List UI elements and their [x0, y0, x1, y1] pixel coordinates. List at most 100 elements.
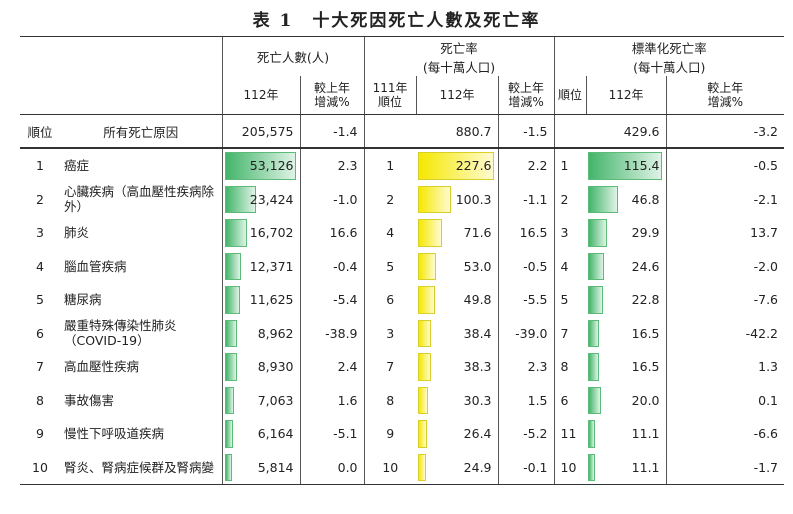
std-change: -2.0	[665, 249, 785, 283]
deaths-cell-value: 8,930	[257, 359, 294, 375]
header-std-change: 較上年 增減%	[665, 76, 785, 115]
std-change: -6.6	[665, 417, 785, 451]
std-rate-bar	[588, 152, 662, 180]
deaths-change: -1.0	[299, 182, 365, 216]
deaths-bar	[224, 252, 242, 280]
header-rate-change: 較上年 增減%	[497, 76, 555, 115]
header-std-year: 112年	[585, 76, 667, 115]
rank-111: 10	[363, 450, 417, 485]
rank-111: 2	[363, 182, 417, 216]
rate-cell-value: 53.0	[463, 258, 492, 274]
rate-change: -39.0	[497, 316, 555, 350]
cause-name: 腎炎、腎病症候群及腎病變	[60, 450, 222, 485]
deaths-cell: 16,702	[221, 216, 300, 250]
rate-bar	[418, 152, 494, 180]
std-rate-cell: 16.5	[586, 317, 666, 351]
std-rate-bar	[588, 286, 603, 314]
std-rank: 10	[553, 450, 587, 485]
deaths-change: 2.3	[299, 148, 365, 183]
deaths-cell: 12,371	[221, 249, 300, 283]
rate-cell: 49.8	[416, 283, 498, 317]
table-row: 1 癌症 53,126 2.3 1 227.6 2.2 1 115.4 -0.5	[20, 148, 785, 183]
header-rate-group: 死亡率 (每十萬人口)	[363, 36, 555, 76]
std-rate-bar	[588, 219, 608, 247]
cause-name: 糖尿病	[64, 292, 102, 308]
std-rank: 4	[553, 249, 587, 283]
rate-cell: 30.3	[416, 384, 498, 418]
header-deaths-change: 較上年 增減%	[299, 76, 365, 115]
rate-cell-value: 71.6	[463, 225, 492, 241]
deaths-change: 16.6	[299, 216, 365, 250]
std-rate-cell: 115.4	[586, 148, 666, 183]
rate-cell: 38.3	[416, 350, 498, 384]
rate-cell: 53.0	[416, 250, 498, 284]
rate-change: -5.5	[497, 283, 555, 317]
std-rate-cell-value: 29.9	[631, 225, 660, 241]
std-change: 1.3	[665, 350, 785, 384]
std-rate-cell: 46.8	[586, 183, 666, 217]
table-title: 表 1 十大死因死亡人數及死亡率	[252, 11, 541, 31]
std-rate-cell-value: 24.6	[631, 258, 660, 274]
rate-cell: 26.4	[416, 417, 498, 451]
std-rate-bar	[588, 453, 596, 481]
deaths-cell-value: 5,814	[257, 459, 294, 475]
std-rank: 3	[553, 216, 587, 250]
rank-111: 9	[363, 417, 417, 451]
rate-cell-value: 227.6	[455, 158, 492, 174]
deaths-cell: 6,164	[221, 417, 300, 451]
mortality-table: 死亡人數(人) 死亡率 (每十萬人口) 標準化死亡率 (每十萬人口) 112年 …	[20, 36, 785, 485]
header-rank111: 111年 順位	[363, 76, 417, 115]
cause-name: 慢性下呼吸道疾病	[64, 426, 165, 442]
rate-cell-value: 26.4	[463, 426, 492, 442]
deaths-bar	[224, 420, 233, 448]
all-deaths-change: -1.4	[299, 114, 365, 149]
deaths-cell-value: 53,126	[249, 158, 294, 174]
rate-bar	[418, 319, 431, 347]
table-row: 8 事故傷害 7,063 1.6 8 30.3 1.5 6 20.0 0.1	[20, 383, 785, 418]
table-row: 5 糖尿病 11,625 -5.4 6 49.8 -5.5 5 22.8 -7.6	[20, 283, 785, 317]
deaths-bar	[224, 319, 237, 347]
deaths-bar	[224, 353, 237, 381]
std-rate-cell: 11.1	[586, 417, 666, 451]
std-rate-bar	[588, 386, 601, 414]
std-rate-cell-value: 11.1	[631, 426, 660, 442]
deaths-change: 0.0	[299, 450, 365, 485]
std-rate-bar	[588, 252, 604, 280]
std-rate-cell-value: 115.4	[623, 158, 660, 174]
deaths-bar	[224, 152, 297, 180]
all-rate-change: -1.5	[497, 114, 555, 149]
deaths-change: 2.4	[299, 350, 365, 384]
std-rank: 2	[553, 182, 587, 216]
deaths-cell-value: 8,962	[257, 325, 294, 341]
deaths-cell-value: 23,424	[249, 191, 294, 207]
rank-111: 3	[363, 316, 417, 350]
rank: 3	[36, 225, 44, 241]
std-change: -7.6	[665, 283, 785, 317]
std-rate-cell-value: 16.5	[631, 359, 660, 375]
all-causes-label: 所有死亡原因	[60, 114, 222, 149]
std-rate-cell: 29.9	[586, 216, 666, 250]
rate-cell: 24.9	[416, 450, 499, 485]
rate-cell-value: 38.3	[463, 359, 492, 375]
rank-111: 1	[363, 148, 417, 183]
std-rate-cell: 24.6	[586, 250, 666, 284]
rate-cell-value: 24.9	[463, 459, 492, 475]
std-change: 0.1	[665, 383, 785, 417]
rate-cell-value: 38.4	[463, 325, 492, 341]
rank: 2	[36, 191, 44, 207]
std-rank: 7	[553, 316, 587, 350]
deaths-bar	[224, 386, 235, 414]
cause-name: 腦血管疾病	[64, 258, 127, 274]
all-deaths: 205,575	[221, 114, 300, 149]
table-row: 2 心臟疾病（高血壓性疾病除外） 23,424 -1.0 2 100.3 -1.1 2 46.8…	[20, 182, 785, 217]
header-std-rank: 順位	[553, 76, 587, 115]
rank: 10	[20, 450, 60, 485]
rank: 5	[36, 292, 44, 308]
cause-name: 心臟疾病（高血壓性疾病除外）	[64, 184, 215, 215]
std-rank: 5	[553, 283, 587, 317]
rate-cell: 71.6	[416, 216, 498, 250]
rate-bar	[418, 453, 427, 481]
header-deaths-group: 死亡人數(人)	[221, 36, 365, 76]
all-rate: 880.7	[416, 114, 499, 149]
rate-bar	[418, 386, 429, 414]
